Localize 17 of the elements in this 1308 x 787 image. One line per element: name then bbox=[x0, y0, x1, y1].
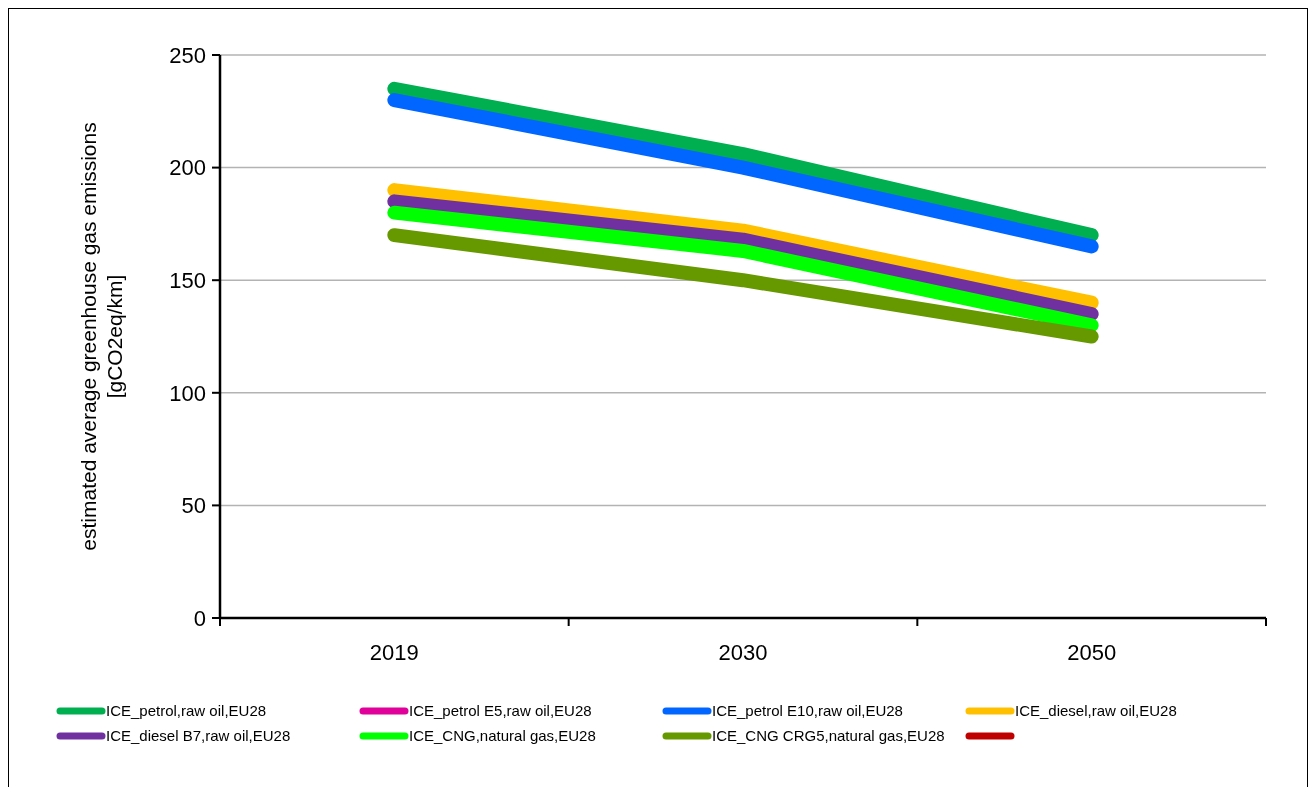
legend-label: ICE_CNG CRG5,natural gas,EU28 bbox=[712, 727, 945, 745]
x-tick-label: 2030 bbox=[718, 640, 768, 665]
y-axis-title: estimated average greenhouse gas emissions [gCO2eq/km] bbox=[76, 122, 127, 551]
legend-label: ICE_petrol E5,raw oil,EU28 bbox=[409, 702, 592, 720]
x-tick-label: 2019 bbox=[369, 640, 419, 665]
y-tick-label: 250 bbox=[169, 42, 206, 68]
legend-label: ICE_petrol E10,raw oil,EU28 bbox=[712, 702, 903, 720]
legend-label: ICE_petrol,raw oil,EU28 bbox=[106, 702, 267, 720]
y-tick-label: 50 bbox=[181, 493, 206, 519]
legend-label: ICE_diesel,raw oil,EU28 bbox=[1015, 702, 1177, 720]
y-tick-label: 200 bbox=[169, 155, 206, 181]
x-tick-label: 2050 bbox=[1067, 640, 1117, 665]
legend-label: ICE_diesel B7,raw oil,EU28 bbox=[106, 727, 291, 745]
y-tick-label: 150 bbox=[169, 267, 206, 293]
y-tick-label: 100 bbox=[169, 380, 206, 406]
legend-label: ICE_CNG,natural gas,EU28 bbox=[409, 727, 596, 745]
y-tick-label: 0 bbox=[193, 605, 206, 631]
